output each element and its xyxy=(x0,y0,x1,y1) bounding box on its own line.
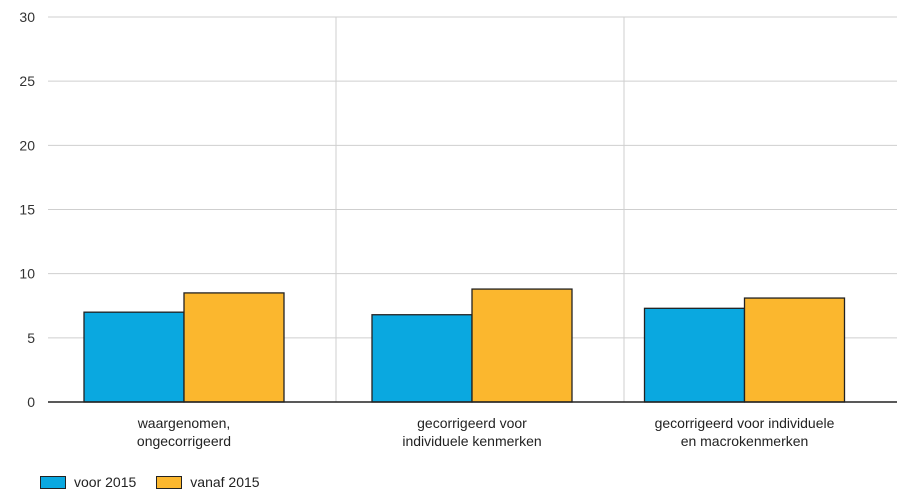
bar-chart: 0 5 10 15 20 25 30 waargenomen, ongecorrigeerd g… xyxy=(19,9,897,449)
y-tick-label: 0 xyxy=(27,394,35,410)
legend-swatch-series-1 xyxy=(40,475,66,489)
y-axis: 0 5 10 15 20 25 30 xyxy=(19,9,35,410)
y-tick-label: 25 xyxy=(19,73,35,89)
y-tick-label: 20 xyxy=(19,137,35,153)
bar-series-1 xyxy=(643,307,746,403)
y-tick-label: 15 xyxy=(19,202,35,218)
legend-label-series-2: vanaf 2015 xyxy=(190,474,260,490)
y-tick-label: 5 xyxy=(27,330,35,346)
x-axis: waargenomen, ongecorrigeerd gecorrigeerd v… xyxy=(48,401,897,449)
bar-series-1 xyxy=(83,311,185,403)
x-category-label: gecorrigeerd voor individuele kenmerken xyxy=(402,415,541,449)
legend-item-series-1: voor 2015 xyxy=(40,474,136,490)
bar-series-2 xyxy=(743,297,846,403)
legend-label-series-1: voor 2015 xyxy=(74,474,137,490)
bars xyxy=(83,288,846,403)
x-category-label: waargenomen, ongecorrigeerd xyxy=(137,415,231,449)
x-category-label: gecorrigeerd voor individuele en macroken… xyxy=(655,415,835,449)
legend: voor 2015 vanaf 2015 xyxy=(40,474,280,490)
y-tick-label: 30 xyxy=(19,9,35,25)
legend-swatch-series-2 xyxy=(156,475,183,489)
bar-series-1 xyxy=(371,314,473,403)
legend-item-series-2: vanaf 2015 xyxy=(156,474,260,490)
y-tick-label: 10 xyxy=(19,266,35,282)
bar-series-2 xyxy=(471,288,573,403)
bar-series-2 xyxy=(183,292,285,403)
